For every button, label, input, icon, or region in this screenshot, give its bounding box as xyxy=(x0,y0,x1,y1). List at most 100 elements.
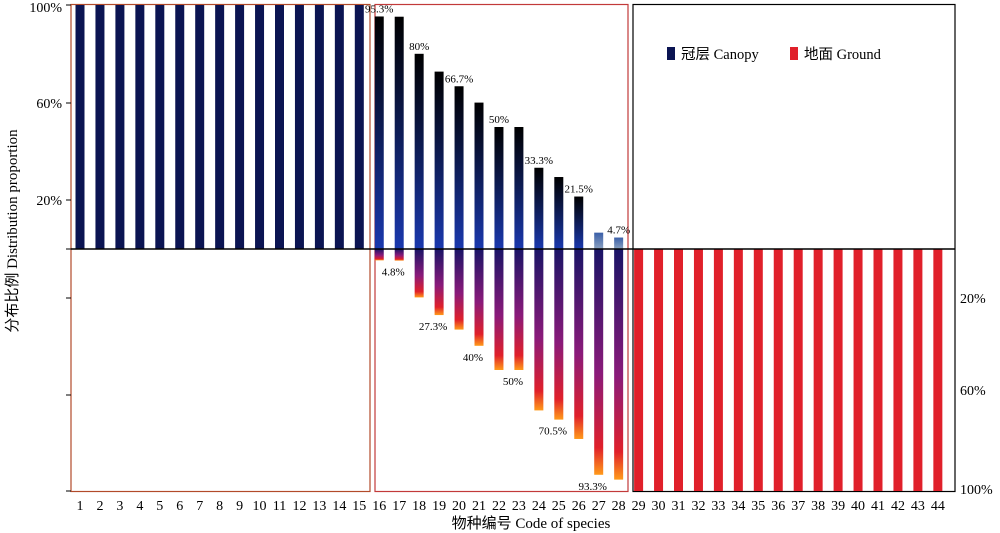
x-tick-label-27: 27 xyxy=(592,499,606,514)
canopy-bar-2 xyxy=(95,5,105,249)
x-tick-label-2: 2 xyxy=(96,499,103,514)
ground-data-label-21: 40% xyxy=(463,352,483,364)
ground-bar-20 xyxy=(454,249,464,330)
ground-bar-25 xyxy=(554,249,564,420)
canopy-bar-18 xyxy=(414,53,424,249)
canopy-bar-26 xyxy=(574,196,584,249)
x-tick-label-34: 34 xyxy=(731,499,745,514)
x-tick-label-5: 5 xyxy=(156,499,163,514)
ground-bar-33 xyxy=(713,249,723,491)
ground-bar-29 xyxy=(634,249,644,491)
ground-bar-19 xyxy=(434,249,444,316)
canopy-bar-10 xyxy=(255,5,265,249)
ground-bar-39 xyxy=(833,249,843,491)
ground-bar-34 xyxy=(733,249,743,491)
ground-bar-22 xyxy=(494,249,504,370)
ground-data-label-17: 4.8% xyxy=(382,267,405,279)
ground-bar-26 xyxy=(574,249,584,439)
ground-bar-35 xyxy=(753,249,763,491)
canopy-bar-22 xyxy=(494,127,504,249)
canopy-bar-12 xyxy=(294,5,304,249)
canopy-bar-9 xyxy=(235,5,245,249)
ground-bar-27 xyxy=(594,249,604,475)
x-axis-label: 物种编号 Code of species xyxy=(452,515,611,532)
x-tick-label-21: 21 xyxy=(472,499,486,514)
legend-swatch-canopy xyxy=(667,47,675,60)
x-tick-label-36: 36 xyxy=(771,499,785,514)
ground-bar-17 xyxy=(394,249,404,261)
x-tick-label-18: 18 xyxy=(412,499,426,514)
x-tick-label-31: 31 xyxy=(672,499,686,514)
x-tick-label-13: 13 xyxy=(312,499,326,514)
ground-bar-36 xyxy=(773,249,783,491)
ground-bar-16 xyxy=(374,249,384,261)
x-tick-label-42: 42 xyxy=(891,499,905,514)
canopy-data-label-28: 4.7% xyxy=(607,225,630,237)
canopy-bar-8 xyxy=(215,5,225,249)
canopy-bar-19 xyxy=(434,71,444,249)
ground-bar-31 xyxy=(674,249,683,491)
region-frame-canopy-only xyxy=(70,3,371,493)
x-tick-label-40: 40 xyxy=(851,499,865,514)
ground-bar-38 xyxy=(813,249,823,491)
x-tick-label-32: 32 xyxy=(691,499,705,514)
ground-bar-18 xyxy=(414,249,424,298)
ground-data-label-27: 93.3% xyxy=(578,481,606,493)
ground-bar-28 xyxy=(614,249,624,480)
canopy-bar-16 xyxy=(374,16,384,249)
x-tick-label-38: 38 xyxy=(811,499,825,514)
canopy-bar-23 xyxy=(514,127,524,249)
x-tick-label-10: 10 xyxy=(253,499,267,514)
x-tick-label-39: 39 xyxy=(831,499,845,514)
canopy-data-label-16: 95.3% xyxy=(365,3,393,15)
y-upper-tick-100: 100% xyxy=(29,1,62,16)
x-tick-label-11: 11 xyxy=(273,499,286,514)
legend-label-canopy: 冠层 Canopy xyxy=(681,47,759,63)
x-tick-label-23: 23 xyxy=(512,499,526,514)
y-upper-tick-20: 20% xyxy=(36,194,62,209)
x-tick-label-24: 24 xyxy=(532,499,546,514)
x-tick-label-33: 33 xyxy=(711,499,725,514)
x-tick-label-1: 1 xyxy=(77,499,84,514)
canopy-bar-1 xyxy=(75,5,85,249)
legend-label-ground: 地面 Ground xyxy=(804,46,882,63)
x-tick-label-22: 22 xyxy=(492,499,506,514)
canopy-bar-6 xyxy=(175,5,185,249)
canopy-bar-5 xyxy=(155,5,165,249)
y-lower-tick-100: 100% xyxy=(960,483,993,498)
canopy-bar-20 xyxy=(454,86,464,249)
ground-bar-41 xyxy=(873,249,883,491)
data-labels: 95.3% 80% 66.7% 50% 33.3% 21.5% 4.7% 4.8% 27.3% 4… xyxy=(365,3,630,492)
canopy-bar-15 xyxy=(354,5,364,249)
ground-data-label-23: 50% xyxy=(503,376,523,388)
canopy-data-label-26: 21.5% xyxy=(565,184,593,196)
ground-bar-40 xyxy=(853,249,863,491)
ground-bar-21 xyxy=(474,249,484,346)
x-tick-label-29: 29 xyxy=(632,499,646,514)
ground-bar-24 xyxy=(534,249,544,411)
x-tick-label-9: 9 xyxy=(236,499,243,514)
left-axis-ticks xyxy=(66,4,71,492)
x-tick-label-20: 20 xyxy=(452,499,466,514)
ground-bar-30 xyxy=(654,249,664,491)
ground-data-label-25: 70.5% xyxy=(539,426,567,438)
ground-bar-23 xyxy=(514,249,524,370)
x-tick-label-30: 30 xyxy=(652,499,666,514)
x-tick-label-41: 41 xyxy=(871,499,885,514)
x-tick-label-16: 16 xyxy=(372,499,386,514)
y-lower-tick-60: 60% xyxy=(960,384,986,399)
x-tick-label-35: 35 xyxy=(751,499,765,514)
y-upper-tick-60: 60% xyxy=(36,97,62,112)
x-tick-label-7: 7 xyxy=(196,499,203,514)
canopy-bar-11 xyxy=(275,5,284,249)
canopy-bar-27 xyxy=(594,232,604,249)
canopy-data-label-24: 33.3% xyxy=(525,155,553,167)
canopy-data-label-18: 80% xyxy=(409,41,429,53)
ground-bar-37 xyxy=(793,249,803,491)
x-tick-label-6: 6 xyxy=(176,499,183,514)
x-tick-label-14: 14 xyxy=(332,499,346,514)
canopy-bar-28 xyxy=(614,237,624,249)
canopy-data-label-20: 66.7% xyxy=(445,73,473,85)
ground-bar-32 xyxy=(693,249,703,491)
